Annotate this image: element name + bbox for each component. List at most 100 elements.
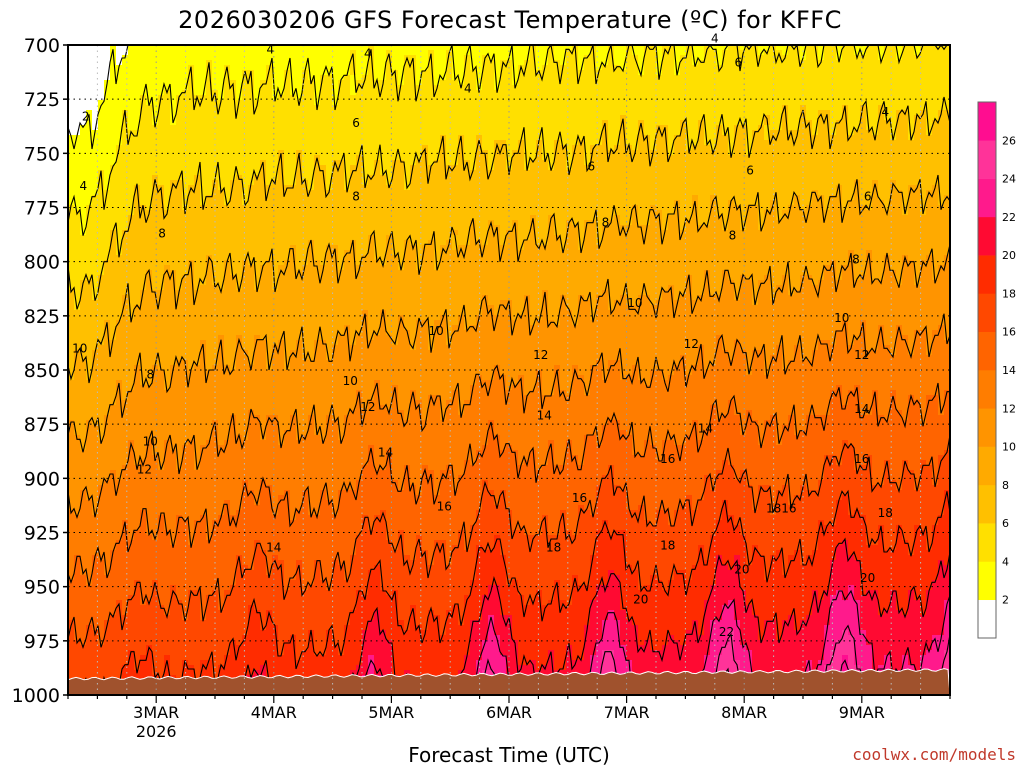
temperature-cell bbox=[86, 525, 93, 531]
temperature-cell bbox=[170, 45, 177, 51]
temperature-cell bbox=[104, 345, 111, 351]
temperature-cell bbox=[74, 270, 81, 276]
temperature-cell bbox=[296, 315, 303, 321]
temperature-cell bbox=[278, 485, 285, 491]
temperature-cell bbox=[272, 315, 279, 321]
temperature-cell bbox=[236, 445, 243, 451]
temperature-cell bbox=[296, 270, 303, 276]
temperature-cell bbox=[98, 585, 105, 591]
temperature-cell bbox=[218, 590, 225, 596]
temperature-cell bbox=[200, 145, 207, 151]
temperature-cell bbox=[212, 405, 219, 411]
temperature-cell bbox=[230, 585, 237, 591]
temperature-cell bbox=[152, 625, 159, 631]
temperature-cell bbox=[260, 300, 267, 306]
temperature-cell bbox=[260, 395, 267, 401]
temperature-cell bbox=[86, 595, 93, 601]
temperature-cell bbox=[122, 185, 129, 191]
temperature-cell bbox=[254, 655, 261, 661]
temperature-cell bbox=[224, 460, 231, 466]
temperature-cell bbox=[272, 395, 279, 401]
temperature-cell bbox=[236, 425, 243, 431]
temperature-cell bbox=[98, 215, 105, 221]
temperature-cell bbox=[278, 430, 285, 436]
temperature-cell bbox=[164, 575, 171, 581]
temperature-cell bbox=[242, 550, 249, 556]
temperature-cell bbox=[68, 520, 75, 526]
temperature-cell bbox=[68, 80, 75, 86]
temperature-cell bbox=[236, 615, 243, 621]
temperature-cell bbox=[254, 290, 261, 296]
temperature-cell bbox=[188, 470, 195, 476]
temperature-cell bbox=[260, 585, 267, 591]
temperature-cell bbox=[242, 320, 249, 326]
temperature-cell bbox=[116, 170, 123, 176]
temperature-cell bbox=[116, 220, 123, 226]
temperature-cell bbox=[134, 60, 141, 66]
temperature-cell bbox=[176, 405, 183, 411]
temperature-cell bbox=[164, 490, 171, 496]
temperature-cell bbox=[80, 295, 87, 301]
temperature-cell bbox=[200, 270, 207, 276]
temperature-cell bbox=[104, 595, 111, 601]
temperature-cell bbox=[122, 505, 129, 511]
temperature-cell bbox=[158, 485, 165, 491]
temperature-cell bbox=[200, 325, 207, 331]
temperature-cell bbox=[68, 115, 75, 121]
temperature-cell bbox=[248, 125, 255, 131]
temperature-cell bbox=[74, 490, 81, 496]
temperature-cell bbox=[122, 240, 129, 246]
temperature-cell bbox=[92, 210, 99, 216]
temperature-cell bbox=[290, 570, 297, 576]
temperature-cell bbox=[242, 390, 249, 396]
temperature-cell bbox=[152, 170, 159, 176]
temperature-cell bbox=[128, 455, 135, 461]
temperature-cell bbox=[260, 670, 267, 676]
temperature-cell bbox=[230, 175, 237, 181]
temperature-cell bbox=[116, 405, 123, 411]
temperature-cell bbox=[98, 450, 105, 456]
temperature-cell bbox=[110, 435, 117, 441]
temperature-cell bbox=[146, 90, 153, 96]
temperature-cell bbox=[104, 600, 111, 606]
temperature-cell bbox=[200, 180, 207, 186]
temperature-cell bbox=[134, 335, 141, 341]
temperature-cell bbox=[212, 435, 219, 441]
temperature-cell bbox=[206, 185, 213, 191]
temperature-cell bbox=[74, 580, 81, 586]
temperature-cell bbox=[110, 430, 117, 436]
temperature-cell bbox=[122, 535, 129, 541]
temperature-cell bbox=[176, 140, 183, 146]
temperature-cell bbox=[164, 460, 171, 466]
temperature-cell bbox=[200, 540, 207, 546]
temperature-cell bbox=[182, 45, 189, 51]
temperature-cell bbox=[260, 60, 267, 66]
temperature-cell bbox=[152, 460, 159, 466]
temperature-cell bbox=[284, 445, 291, 451]
temperature-cell bbox=[104, 380, 111, 386]
temperature-cell bbox=[134, 565, 141, 571]
temperature-cell bbox=[140, 100, 147, 106]
temperature-cell bbox=[266, 520, 273, 526]
temperature-cell bbox=[248, 455, 255, 461]
temperature-cell bbox=[164, 185, 171, 191]
temperature-cell bbox=[242, 670, 249, 676]
temperature-cell bbox=[212, 155, 219, 161]
temperature-cell bbox=[248, 285, 255, 291]
temperature-cell bbox=[182, 485, 189, 491]
temperature-cell bbox=[140, 520, 147, 526]
temperature-cell bbox=[290, 235, 297, 241]
temperature-cell bbox=[188, 460, 195, 466]
temperature-cell bbox=[164, 300, 171, 306]
temperature-cell bbox=[92, 275, 99, 281]
temperature-cell bbox=[152, 640, 159, 646]
temperature-cell bbox=[218, 465, 225, 471]
temperature-cell bbox=[230, 130, 237, 136]
temperature-cell bbox=[116, 610, 123, 616]
temperature-cell bbox=[86, 605, 93, 611]
temperature-cell bbox=[260, 650, 267, 656]
temperature-cell bbox=[98, 470, 105, 476]
temperature-cell bbox=[206, 510, 213, 516]
temperature-cell bbox=[200, 495, 207, 501]
temperature-cell bbox=[104, 55, 111, 61]
